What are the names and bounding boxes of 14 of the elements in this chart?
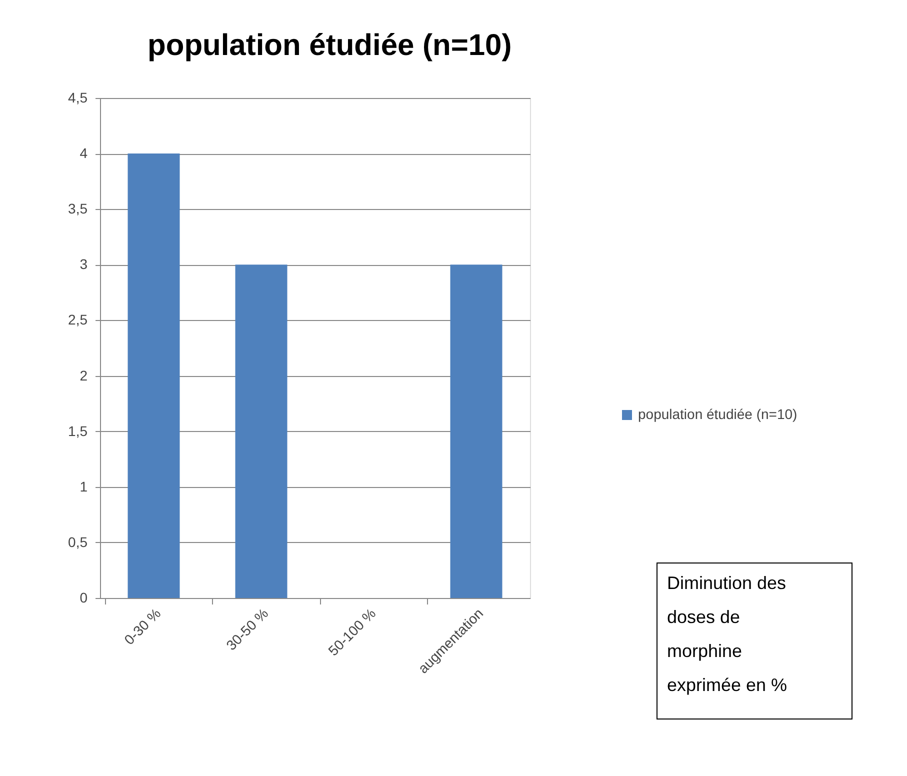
y-tick-label: 2,5 <box>68 312 88 328</box>
x-tick-label: 0-30 % <box>120 605 164 648</box>
y-tick-label: 4 <box>80 145 88 162</box>
y-tick-label: 4,5 <box>68 90 88 106</box>
legend-label: population étudiée (n=10) <box>638 406 798 422</box>
y-tick-label: 0 <box>80 590 88 606</box>
y-tick-label: 3 <box>80 256 88 272</box>
chart-title: population étudiée (n=10) <box>148 29 512 62</box>
y-tick-label: 1 <box>80 478 88 494</box>
y-tick-label: 0,5 <box>68 534 88 550</box>
y-tick-label: 1,5 <box>68 422 88 439</box>
text: Diminution des doses de morphine exprimée en % <box>667 573 788 695</box>
y-tick-label: 3,5 <box>68 200 88 217</box>
y-tick-label: 2 <box>80 367 88 384</box>
